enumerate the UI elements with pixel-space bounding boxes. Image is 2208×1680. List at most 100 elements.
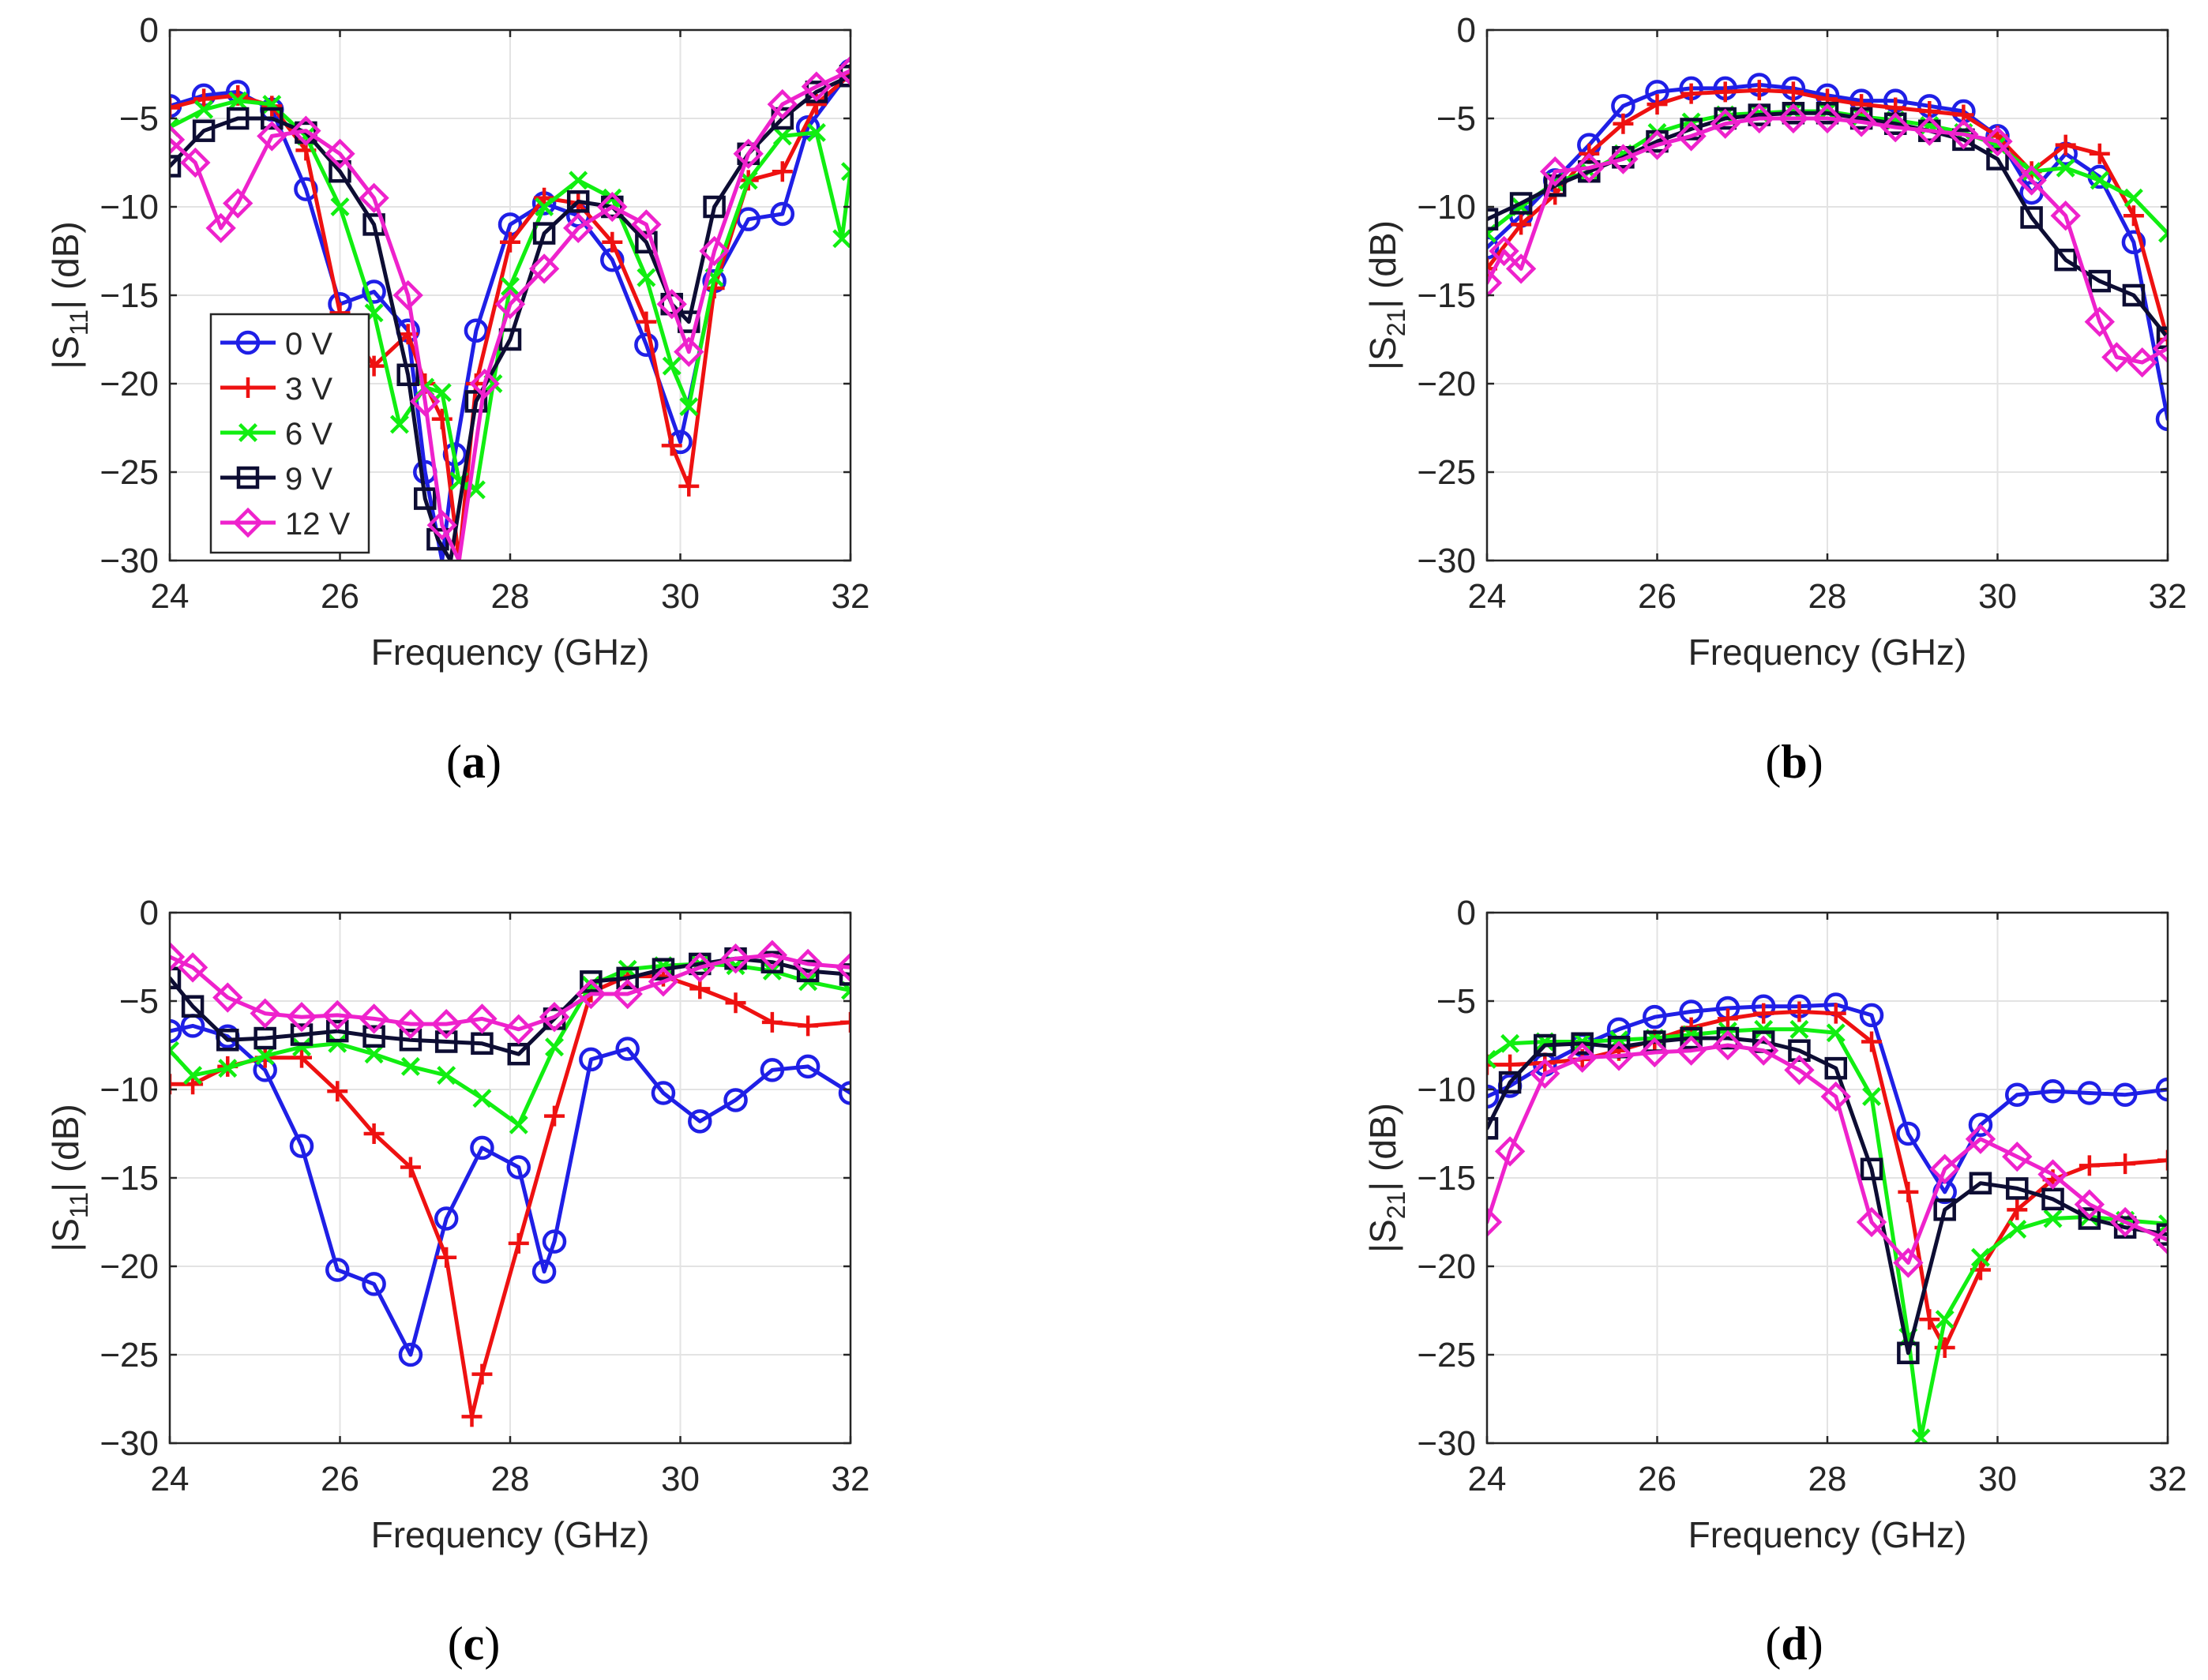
data-point (1498, 1071, 1522, 1094)
data-point (1717, 1008, 1738, 1029)
data-point (2157, 329, 2168, 350)
data-point (1970, 1247, 1990, 1267)
data-point (472, 1089, 492, 1108)
legend: 0 V 3 V 6 V 9 V 12 V (209, 313, 370, 554)
series-12v (1487, 1029, 2168, 1278)
data-point (839, 963, 851, 986)
data-point (180, 147, 211, 178)
caption-c: (c) (448, 1618, 501, 1670)
y-tick-label: −30 (100, 542, 159, 580)
data-point (1680, 1026, 1703, 1050)
data-point (170, 1018, 182, 1044)
series-12v (1487, 103, 2168, 378)
data-point (2127, 347, 2157, 378)
series-3v (170, 966, 851, 1427)
caption-d: (d) (1765, 1618, 1823, 1670)
x-tick-label: 24 (1468, 577, 1507, 616)
data-point (1935, 1310, 1955, 1329)
data-point (616, 966, 639, 990)
series-line (170, 1023, 851, 1357)
data-point (250, 998, 280, 1029)
data-point (1500, 1033, 1520, 1053)
data-point (1676, 121, 1707, 152)
y-tick-label: −15 (1417, 276, 1476, 315)
data-point (2152, 1224, 2168, 1255)
data-point (761, 1011, 783, 1033)
series-12v (170, 939, 851, 1045)
data-point (170, 941, 186, 973)
data-point (2041, 1078, 2065, 1104)
data-point (662, 356, 682, 376)
data-point (1642, 129, 1673, 160)
data-point (509, 1115, 528, 1134)
data-point (183, 1066, 203, 1086)
series-line (170, 953, 851, 1032)
data-point (542, 1229, 567, 1254)
data-point (1778, 103, 1809, 134)
y-tick-label: −25 (100, 453, 159, 492)
data-point (399, 1029, 422, 1052)
data-point (437, 1066, 456, 1086)
data-point (1860, 1157, 1883, 1181)
data-point (2109, 1206, 2141, 1238)
data-point (2078, 1155, 2100, 1176)
data-point (580, 970, 603, 993)
data-point (1744, 103, 1774, 134)
data-point (772, 126, 792, 146)
data-point (1826, 1023, 1846, 1043)
data-point (436, 1247, 457, 1268)
data-point (329, 159, 351, 183)
legend-marker (238, 377, 258, 398)
x-tick-label: 30 (1978, 1460, 2017, 1498)
data-point (1859, 1003, 1884, 1028)
data-point (507, 1042, 531, 1066)
x-tick-label: 32 (832, 1460, 870, 1498)
caption-a: (a) (446, 736, 501, 788)
data-point (796, 959, 820, 983)
data-point (291, 1047, 313, 1068)
data-point (359, 182, 389, 213)
data-point (362, 1025, 385, 1048)
data-point (170, 966, 182, 990)
data-point (1825, 1003, 1846, 1024)
data-point (363, 1123, 385, 1144)
data-point (1487, 1084, 1500, 1109)
y-tick-label: −25 (1417, 1336, 1476, 1374)
data-point (601, 195, 624, 219)
data-point (733, 138, 764, 169)
legend-label: 3 V (285, 372, 332, 407)
data-point (563, 212, 594, 244)
legend-label: 6 V (285, 417, 332, 452)
data-point (2124, 188, 2143, 208)
data-point (1748, 1035, 1779, 1066)
data-point (170, 1041, 179, 1060)
data-point (469, 368, 500, 399)
series-layer (1487, 73, 2168, 432)
data-point (1969, 1172, 1992, 1194)
data-point (1880, 112, 1911, 143)
legend-marker (235, 330, 261, 355)
data-point (289, 1134, 314, 1158)
panel-a: 24 26 28 30 32 0 −5 −10 −15 −20 −25 −30 Frequency (G… (45, 11, 869, 673)
x-tick-label: 24 (151, 577, 190, 616)
data-point (461, 1406, 483, 1427)
data-point (1968, 1112, 1993, 1138)
data-point (2115, 1153, 2136, 1175)
data-point (216, 1029, 239, 1052)
data-point (2002, 1141, 2033, 1172)
data-point (434, 1030, 458, 1053)
data-point (2074, 1189, 2105, 1220)
x-tick-label: 32 (832, 577, 870, 616)
data-point (464, 318, 489, 343)
x-tick-label: 26 (1638, 577, 1677, 616)
y-tick-label: −5 (1436, 982, 1476, 1021)
data-point (576, 978, 606, 1010)
data-point (1948, 118, 1979, 150)
data-point (257, 121, 287, 152)
data-point (612, 978, 643, 1010)
x-tick-label: 26 (321, 1460, 359, 1498)
data-point (1862, 1086, 1882, 1106)
data-point (798, 1015, 819, 1037)
data-point (651, 1081, 676, 1105)
series-layer (170, 939, 851, 1427)
